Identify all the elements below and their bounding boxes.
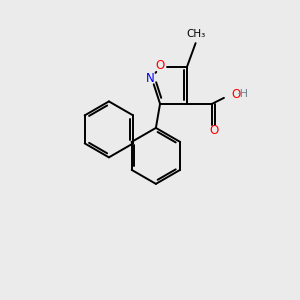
Text: N: N [146,72,154,85]
Text: ·H: ·H [237,89,249,99]
Text: CH₃: CH₃ [187,29,206,39]
Text: O: O [231,88,241,101]
Text: O: O [209,124,218,137]
Text: O: O [155,59,165,72]
